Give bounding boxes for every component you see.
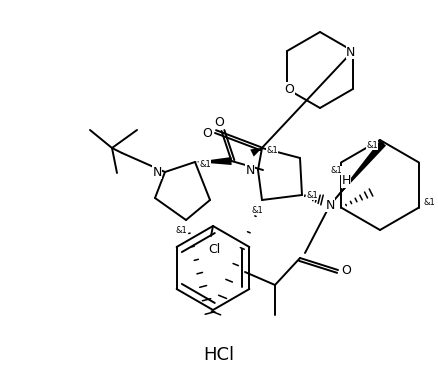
Text: N: N [346,45,356,58]
Text: &1: &1 [366,141,378,150]
Text: O: O [341,263,351,276]
Text: O: O [215,115,224,128]
Text: &1: &1 [199,160,211,169]
Text: N: N [152,166,162,179]
Text: &1: &1 [266,145,278,154]
Text: Cl: Cl [208,243,220,256]
Text: N: N [325,199,335,212]
Text: &1: &1 [175,225,187,234]
Text: O: O [202,126,212,140]
Text: &1: &1 [306,190,318,199]
Text: &1: &1 [423,198,435,207]
Polygon shape [195,157,232,165]
Text: N: N [245,164,254,176]
Text: HCl: HCl [203,346,235,364]
Text: O: O [284,83,294,96]
Text: H: H [341,174,351,187]
Polygon shape [330,140,386,205]
Text: &1: &1 [251,205,263,215]
Text: &1: &1 [330,166,342,175]
Polygon shape [250,148,262,157]
